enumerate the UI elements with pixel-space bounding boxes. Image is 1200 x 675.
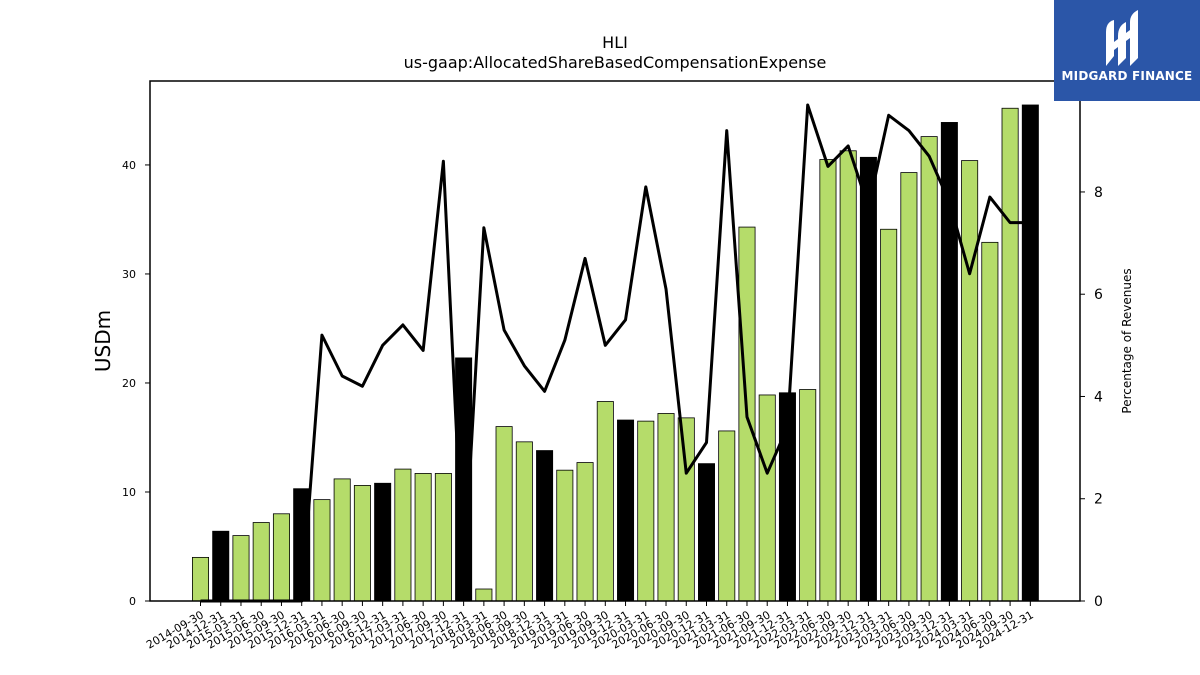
bar xyxy=(333,478,351,602)
y-axis-right: 0 2 4 6 8 xyxy=(1080,185,1103,610)
plot-frame xyxy=(149,80,1081,602)
series-line xyxy=(200,103,1031,603)
bar xyxy=(698,463,716,602)
bar xyxy=(313,499,331,602)
line-layer xyxy=(200,103,1031,603)
bar xyxy=(556,469,574,602)
chart-title: HLI xyxy=(602,33,628,52)
bar xyxy=(758,394,776,602)
y2-tick-label: 2 xyxy=(1094,492,1103,508)
bar xyxy=(1001,107,1019,602)
bar-group xyxy=(191,104,1039,602)
bar xyxy=(252,522,270,602)
bar xyxy=(191,556,209,602)
bar xyxy=(353,485,371,602)
bar xyxy=(495,426,513,602)
bar xyxy=(475,588,493,602)
bar xyxy=(859,156,877,602)
y-tick-label: 30 xyxy=(122,268,136,281)
y-tick-label: 10 xyxy=(122,486,136,499)
bar xyxy=(839,150,857,602)
y-tick-label: 40 xyxy=(122,159,136,172)
bar xyxy=(981,241,999,602)
bar xyxy=(394,468,412,602)
bar xyxy=(657,413,675,602)
y-axis-left: 0 10 20 30 40 xyxy=(122,159,150,608)
bar xyxy=(434,473,452,602)
y2-tick-label: 0 xyxy=(1094,594,1103,610)
bar xyxy=(576,462,594,602)
bar xyxy=(718,430,736,602)
chart-subtitle: us-gaap:AllocatedShareBasedCompensationE… xyxy=(404,53,827,72)
y2-tick-label: 8 xyxy=(1094,185,1103,201)
y-axis-label: USDm xyxy=(91,310,115,372)
bar xyxy=(272,513,290,602)
bar xyxy=(819,159,837,602)
bar xyxy=(536,450,554,602)
bar xyxy=(374,482,392,602)
y-tick-label: 20 xyxy=(122,377,136,390)
bar xyxy=(1021,104,1039,602)
bar xyxy=(232,535,250,602)
bar xyxy=(637,420,655,602)
bar xyxy=(961,160,979,602)
bar xyxy=(920,136,938,602)
bar xyxy=(212,530,230,602)
bar xyxy=(799,389,817,602)
bar xyxy=(515,441,533,602)
bar xyxy=(900,172,918,602)
bar xyxy=(940,122,958,602)
bar xyxy=(617,419,635,602)
brand-logo: MIDGARD FINANCE xyxy=(1054,0,1200,101)
y2-tick-label: 4 xyxy=(1094,389,1103,405)
y2-axis-label: Percentage of Revenues xyxy=(1120,268,1134,413)
x-axis: 2014-09-302014-12-312015-03-312015-06-30… xyxy=(144,601,1036,652)
bar xyxy=(880,228,898,602)
y2-tick-label: 6 xyxy=(1094,287,1103,303)
y-tick-label: 0 xyxy=(129,595,136,608)
bar xyxy=(677,417,695,602)
bar xyxy=(596,401,614,602)
bar xyxy=(414,473,432,602)
midgard-logo-icon xyxy=(1106,10,1138,66)
brand-name: MIDGARD FINANCE xyxy=(1061,69,1193,83)
